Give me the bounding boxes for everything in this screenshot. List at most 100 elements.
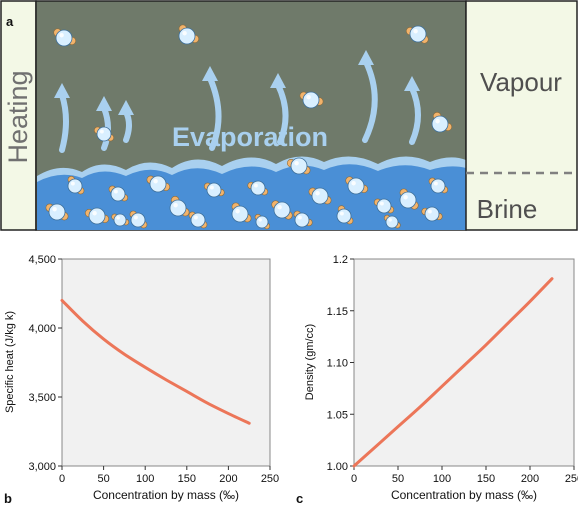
- oxygen-highlight: [413, 28, 418, 34]
- oxygen-highlight: [59, 32, 64, 38]
- side-panel: [465, 0, 578, 231]
- chart-c-ytick-label: 1.10: [327, 358, 348, 370]
- vapour-arrow-shaft: [123, 109, 132, 143]
- oxygen-highlight: [294, 160, 299, 166]
- oxygen-highlight: [403, 194, 408, 200]
- water-molecule: [383, 214, 401, 229]
- vapour-arrow-shaft: [409, 85, 421, 145]
- chart-c-ticks: 0 50 100 150 200 250 1.00 1.05 1.10 1.15 1.2: [327, 254, 578, 485]
- heating-label: Heating: [3, 70, 33, 163]
- chart-b-ytick-label: 4,000: [28, 323, 56, 335]
- oxygen-atom: [311, 187, 329, 205]
- chart-c-xtick-label: 100: [433, 473, 451, 485]
- chart-c-ytick-label: 1.05: [327, 409, 348, 421]
- vapour-arrow-shaft: [59, 92, 69, 153]
- water-molecule: [286, 157, 311, 175]
- vapour-arrow-head: [404, 76, 420, 91]
- evaporation-label: Evaporation: [172, 122, 328, 152]
- oxygen-atom: [55, 29, 73, 47]
- water-molecule: [53, 28, 77, 47]
- oxygen-highlight: [173, 202, 178, 208]
- chart-c-xlabel: Concentration by mass (‰): [391, 488, 537, 502]
- oxygen-atom: [110, 186, 126, 202]
- oxygen-highlight: [153, 178, 158, 184]
- oxygen-highlight: [253, 183, 258, 188]
- water-molecule: [399, 188, 419, 210]
- oxygen-atom: [113, 213, 127, 227]
- vapour-arrow-shaft: [275, 82, 289, 145]
- oxygen-atom: [190, 212, 206, 228]
- oxygen-atom: [250, 180, 266, 196]
- water-molecule: [93, 126, 115, 142]
- chart-b-xtick-label: 0: [59, 473, 65, 485]
- oxygen-atom: [290, 157, 308, 175]
- oxygen-highlight: [133, 215, 138, 220]
- chart-b-xtick-label: 100: [136, 473, 154, 485]
- water-molecule: [108, 185, 129, 202]
- water-molecule: [336, 205, 354, 225]
- water-molecule: [84, 207, 110, 225]
- water-molecule: [231, 202, 252, 223]
- oxygen-highlight: [182, 30, 187, 36]
- water-molecule: [45, 203, 69, 221]
- chart-b-ylabel: Specific heat (J/kg k): [4, 311, 16, 413]
- chart-c-xtick-label: 200: [521, 473, 539, 485]
- vapour-arrow-head: [96, 96, 112, 111]
- oxygen-atom: [336, 208, 352, 224]
- chart-b-xtick-label: 250: [261, 473, 279, 485]
- oxygen-highlight: [99, 129, 104, 134]
- oxygen-atom: [48, 203, 66, 221]
- chart-b-panel-label: b: [4, 491, 12, 506]
- oxygen-atom: [273, 201, 291, 219]
- vapour-arrow-head: [54, 83, 70, 98]
- chart-c-xtick-label: 150: [477, 473, 495, 485]
- chart-b-xlabel: Concentration by mass (‰): [93, 488, 239, 502]
- panel-a-label: a: [6, 14, 14, 29]
- water-molecule: [254, 213, 271, 230]
- oxygen-atom: [255, 215, 269, 229]
- water-molecule: [428, 177, 449, 194]
- chart-b-ytick-label: 4,500: [28, 254, 56, 266]
- oxygen-atom: [424, 206, 440, 222]
- water-molecule: [67, 175, 85, 195]
- oxygen-atom: [169, 199, 187, 217]
- water-molecule: [247, 180, 269, 196]
- water-molecule: [203, 182, 225, 198]
- vapour-arrow-head: [358, 50, 374, 65]
- oxygen-highlight: [277, 204, 282, 210]
- water-molecule: [293, 210, 313, 228]
- oxygen-highlight: [193, 215, 198, 220]
- water-molecule: [146, 175, 171, 193]
- oxygen-atom: [178, 27, 196, 45]
- oxygen-atom: [88, 207, 106, 225]
- oxygen-highlight: [315, 190, 320, 196]
- chart-c-ytick-label: 1.15: [327, 306, 348, 318]
- oxygen-highlight: [92, 210, 97, 216]
- water-molecule: [299, 91, 324, 109]
- oxygen-atom: [409, 25, 427, 43]
- chart-b-xtick-label: 50: [97, 473, 109, 485]
- oxygen-atom: [376, 198, 392, 214]
- oxygen-atom: [294, 212, 310, 228]
- oxygen-highlight: [306, 94, 311, 100]
- chart-b-xtick-label: 150: [178, 473, 196, 485]
- oxygen-highlight: [379, 201, 384, 206]
- oxygen-highlight: [116, 216, 120, 220]
- water-molecules: [45, 24, 453, 230]
- chart-b-ytick-label: 3,000: [28, 461, 56, 473]
- oxygen-atom: [67, 178, 83, 194]
- water-molecule: [111, 213, 130, 227]
- oxygen-highlight: [209, 185, 214, 190]
- water-molecule: [373, 198, 395, 214]
- water-molecule: [188, 211, 208, 229]
- oxygen-highlight: [297, 215, 302, 220]
- vapour-label: Vapour: [480, 67, 562, 97]
- oxygen-atom: [231, 205, 249, 223]
- chart-c-xtick-label: 250: [565, 473, 578, 485]
- water-molecule: [405, 25, 429, 44]
- water-molecule: [431, 111, 453, 133]
- oxygen-atom: [399, 191, 417, 209]
- water-molecule: [308, 187, 332, 205]
- oxygen-atom: [430, 178, 446, 194]
- water-molecule: [169, 195, 190, 217]
